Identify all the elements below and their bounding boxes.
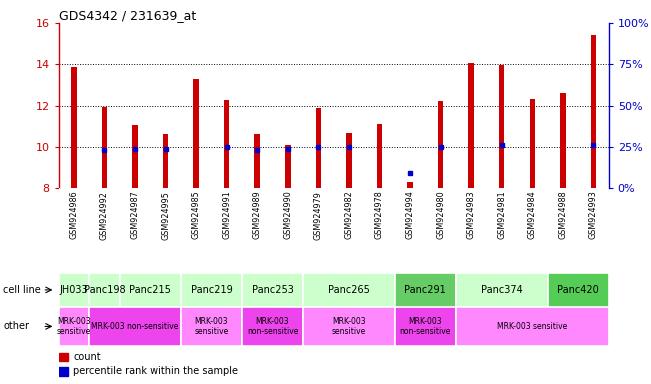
Text: GSM924986: GSM924986 bbox=[70, 191, 78, 239]
Bar bbox=[163, 134, 169, 188]
Bar bbox=[242, 273, 303, 307]
Bar bbox=[181, 273, 242, 307]
Text: MRK-003
sensitive: MRK-003 sensitive bbox=[194, 317, 229, 336]
Text: GSM924989: GSM924989 bbox=[253, 191, 262, 240]
Bar bbox=[438, 101, 443, 188]
Text: JH033: JH033 bbox=[59, 285, 88, 295]
Text: GSM924988: GSM924988 bbox=[559, 191, 567, 239]
Bar bbox=[255, 134, 260, 188]
Text: Panc265: Panc265 bbox=[328, 285, 370, 295]
Bar bbox=[377, 124, 382, 188]
Bar bbox=[395, 307, 456, 346]
Bar bbox=[89, 307, 181, 346]
Bar bbox=[456, 307, 609, 346]
Text: count: count bbox=[73, 352, 101, 362]
Text: MRK-003
non-sensitive: MRK-003 non-sensitive bbox=[400, 317, 451, 336]
Bar bbox=[316, 108, 321, 188]
Text: GSM924984: GSM924984 bbox=[528, 191, 537, 239]
Text: percentile rank within the sample: percentile rank within the sample bbox=[73, 366, 238, 376]
Text: MRK-003 non-sensitive: MRK-003 non-sensitive bbox=[91, 322, 178, 331]
Text: GSM924994: GSM924994 bbox=[406, 191, 415, 240]
Bar bbox=[59, 307, 89, 346]
Bar bbox=[469, 63, 474, 188]
Bar bbox=[456, 273, 547, 307]
Text: MRK-003
sensitive: MRK-003 sensitive bbox=[57, 317, 91, 336]
Bar bbox=[303, 273, 395, 307]
Text: GSM924978: GSM924978 bbox=[375, 191, 384, 240]
Text: GSM924995: GSM924995 bbox=[161, 191, 170, 240]
Text: GSM924991: GSM924991 bbox=[222, 191, 231, 240]
Text: Panc215: Panc215 bbox=[130, 285, 171, 295]
Bar bbox=[120, 273, 181, 307]
Text: GSM924990: GSM924990 bbox=[283, 191, 292, 240]
Text: GSM924987: GSM924987 bbox=[130, 191, 139, 240]
Bar bbox=[408, 182, 413, 188]
Bar bbox=[590, 35, 596, 188]
Bar bbox=[242, 307, 303, 346]
Text: Panc291: Panc291 bbox=[404, 285, 446, 295]
Bar bbox=[89, 273, 120, 307]
Text: other: other bbox=[3, 321, 29, 331]
Text: GDS4342 / 231639_at: GDS4342 / 231639_at bbox=[59, 9, 196, 22]
Bar bbox=[59, 273, 89, 307]
Bar bbox=[181, 307, 242, 346]
Text: Panc198: Panc198 bbox=[83, 285, 125, 295]
Text: cell line: cell line bbox=[3, 285, 41, 295]
Text: GSM924981: GSM924981 bbox=[497, 191, 506, 239]
Bar bbox=[59, 353, 68, 361]
Text: GSM924982: GSM924982 bbox=[344, 191, 353, 240]
Bar bbox=[59, 367, 68, 376]
Text: MRK-003 sensitive: MRK-003 sensitive bbox=[497, 322, 568, 331]
Text: GSM924980: GSM924980 bbox=[436, 191, 445, 239]
Text: Panc219: Panc219 bbox=[191, 285, 232, 295]
Text: Panc253: Panc253 bbox=[251, 285, 294, 295]
Text: MRK-003
sensitive: MRK-003 sensitive bbox=[332, 317, 366, 336]
Bar bbox=[285, 145, 290, 188]
Bar bbox=[224, 101, 229, 188]
Text: GSM924985: GSM924985 bbox=[191, 191, 201, 240]
Bar bbox=[547, 273, 609, 307]
Text: GSM924983: GSM924983 bbox=[467, 191, 476, 239]
Bar bbox=[303, 307, 395, 346]
Bar bbox=[395, 273, 456, 307]
Text: Panc374: Panc374 bbox=[481, 285, 523, 295]
Text: Panc420: Panc420 bbox=[557, 285, 599, 295]
Text: GSM924993: GSM924993 bbox=[589, 191, 598, 240]
Text: GSM924979: GSM924979 bbox=[314, 191, 323, 240]
Text: GSM924992: GSM924992 bbox=[100, 191, 109, 240]
Bar bbox=[132, 125, 138, 188]
Text: MRK-003
non-sensitive: MRK-003 non-sensitive bbox=[247, 317, 298, 336]
Bar bbox=[102, 107, 107, 188]
Bar bbox=[560, 93, 566, 188]
Bar bbox=[346, 134, 352, 188]
Bar bbox=[71, 68, 77, 188]
Bar bbox=[499, 65, 505, 188]
Bar bbox=[529, 99, 535, 188]
Bar bbox=[193, 79, 199, 188]
